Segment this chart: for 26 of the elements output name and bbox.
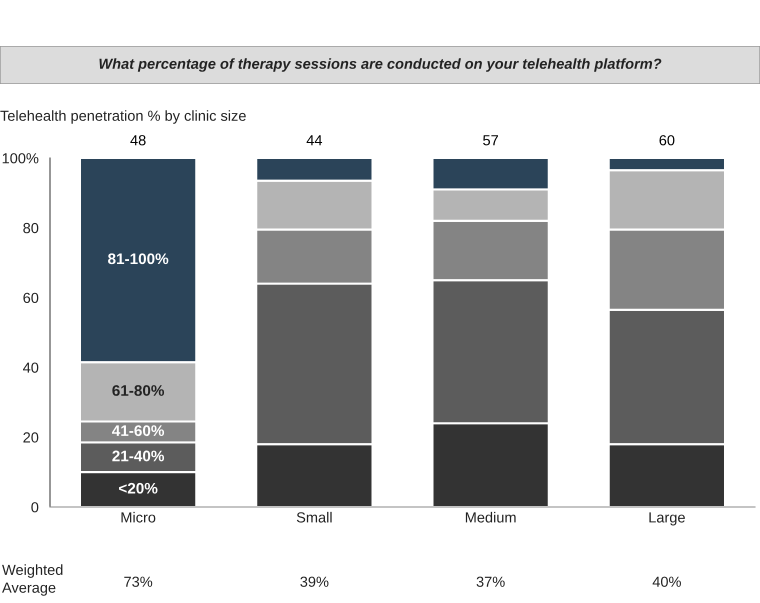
text: 40% — [652, 576, 681, 587]
annotation: 44 — [306, 135, 322, 146]
x-tick-label: Micro — [122, 512, 156, 523]
y-tick-label: 20 — [23, 432, 38, 443]
annotation: 57 — [483, 135, 498, 146]
series-label: <20% — [119, 482, 158, 494]
y-tick-label: 80 — [23, 222, 38, 234]
chart-title: Telehealth penetration % by clinic size — [0, 110, 246, 124]
text: 39% — [300, 576, 328, 587]
series-label: 61-80% — [112, 385, 164, 396]
annotation: 48 — [130, 135, 146, 146]
series-label: 21-40% — [112, 450, 164, 462]
text: 37% — [476, 576, 505, 587]
text: Weighted Average — [2, 564, 62, 596]
y-tick-label: 40 — [23, 362, 38, 373]
annotation: 60 — [660, 135, 674, 146]
x-tick-label: Small — [296, 512, 332, 523]
text: 73% — [124, 576, 152, 587]
y-tick-label: 0 — [31, 502, 38, 512]
chart-subtitle: What percentage of therapy sessions are conducted on your telehealth platform? — [99, 58, 662, 72]
x-tick-label: Large — [649, 512, 685, 526]
y-tick-label: 100% — [2, 153, 38, 164]
series-label: 81-100% — [108, 253, 168, 264]
y-tick-label: 60 — [23, 292, 38, 304]
series-label: 41-60% — [112, 425, 164, 436]
x-tick-label: Medium — [466, 512, 516, 523]
